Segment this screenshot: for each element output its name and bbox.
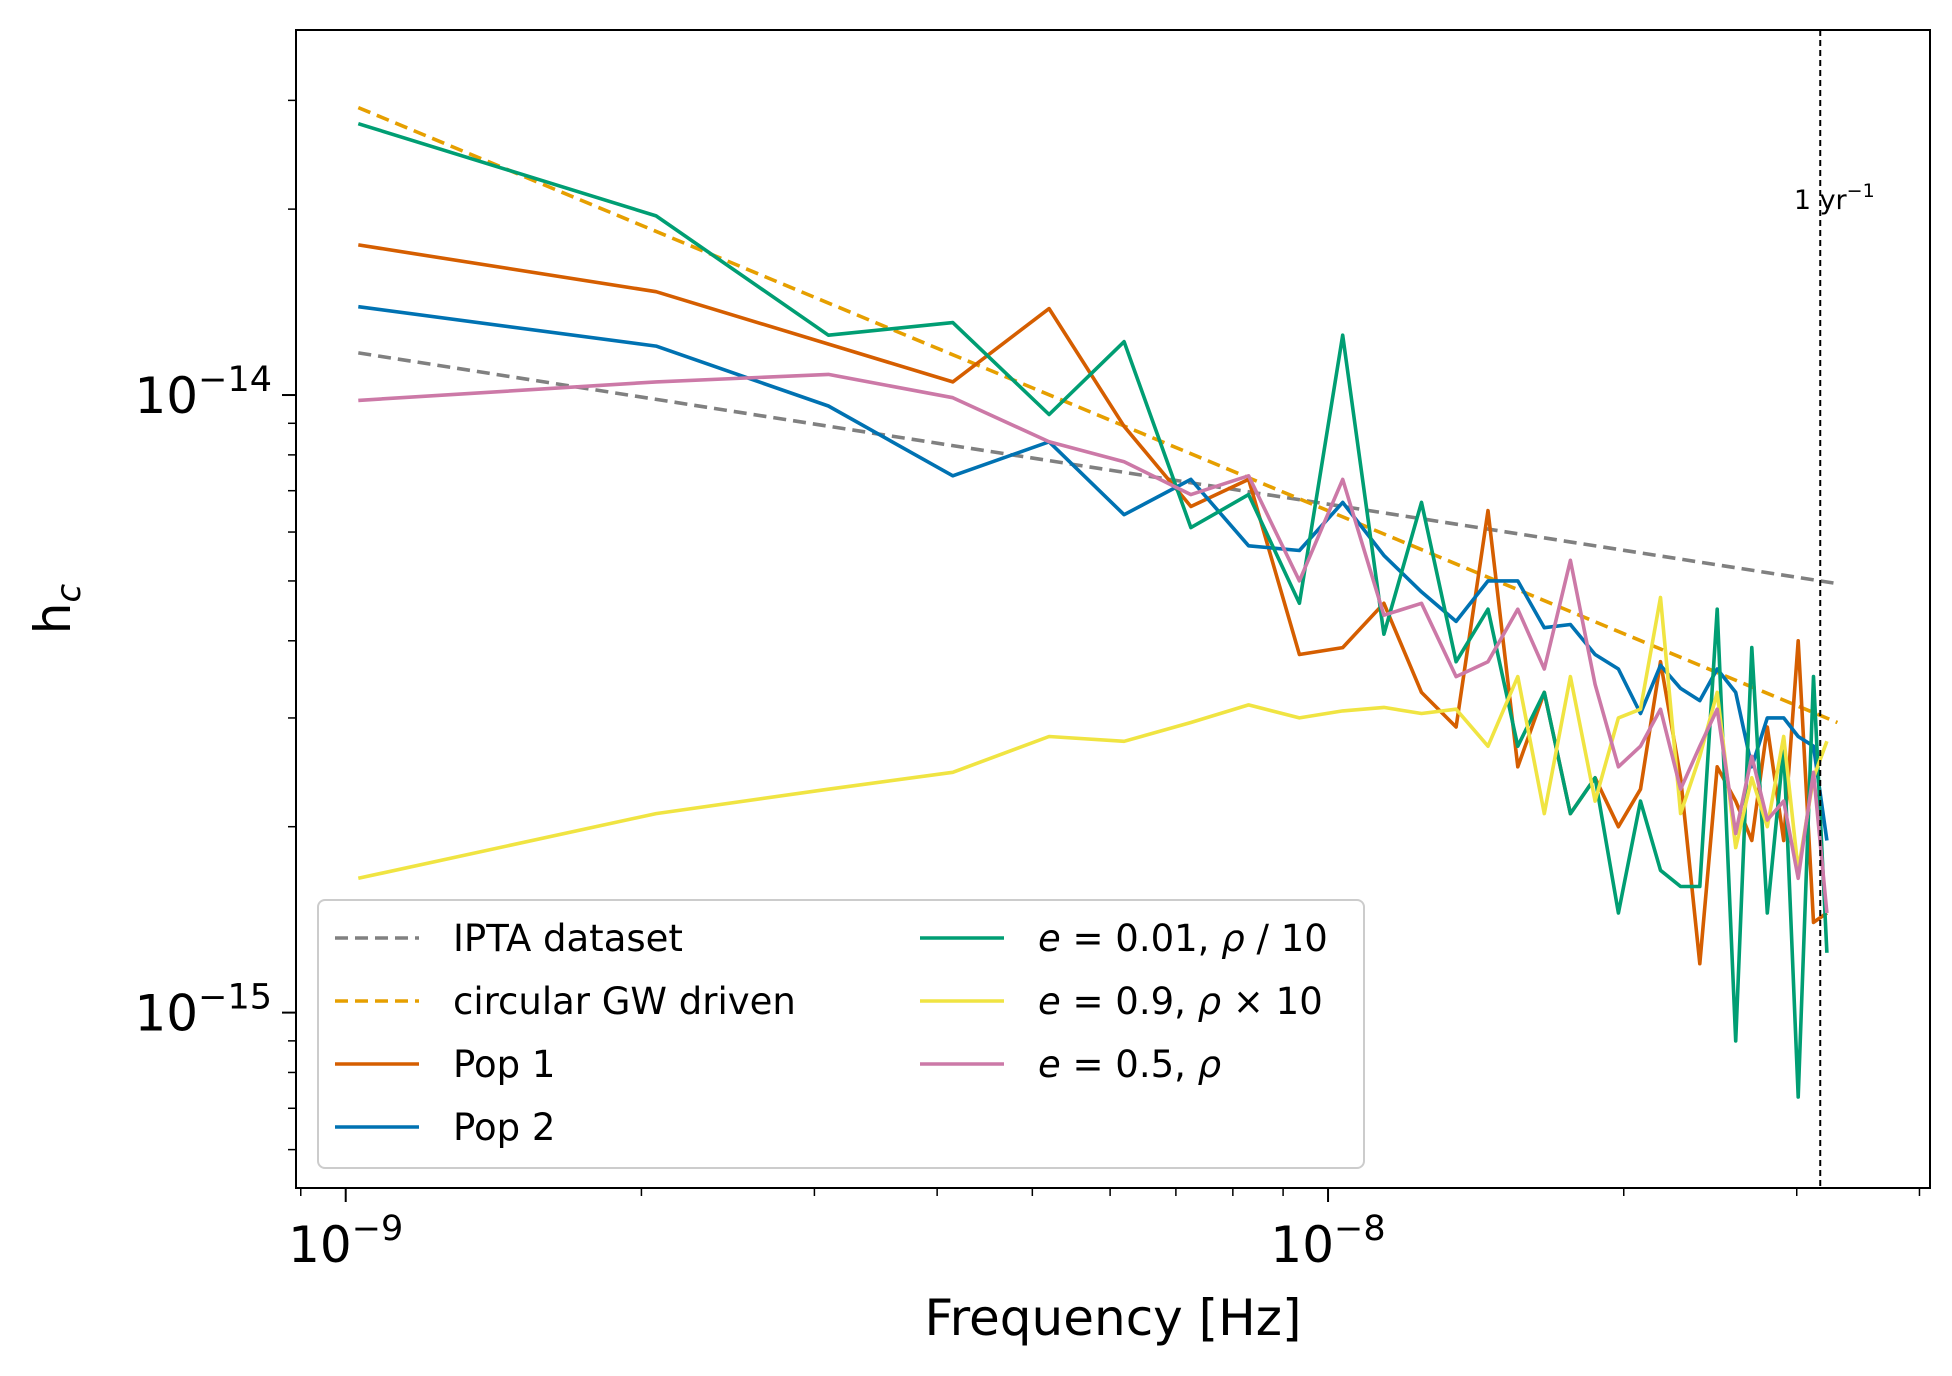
- legend-label: circular GW driven: [453, 980, 796, 1023]
- series-line-e-0-5: [358, 372, 1829, 914]
- x-axis-label: Frequency [Hz]: [924, 1289, 1301, 1347]
- legend-label: IPTA dataset: [453, 917, 683, 960]
- one-year-marker-label: 1 yr−1: [1794, 180, 1875, 216]
- series-line-circular-gw-driven: [357, 105, 1839, 725]
- minor-ticks: [288, 99, 1921, 1196]
- major-ticks: [282, 394, 1330, 1202]
- vline-layer: 1 yr−1: [1794, 30, 1875, 1188]
- legend-label: e = 0.9, ρ × 10: [1038, 980, 1323, 1023]
- y-axis-label: hc: [24, 584, 89, 635]
- series-line-e-0-01-10: [357, 121, 1829, 1099]
- series-layer: [357, 105, 1839, 1099]
- legend-box: [317, 899, 1365, 1169]
- y-tick-label: 10−14: [135, 360, 273, 425]
- legend: IPTA dataset circular GW driven Pop 1 Pop 2…: [317, 899, 1365, 1169]
- series-line-e-0-9-10: [357, 595, 1829, 881]
- series-line-pop-2: [358, 304, 1829, 841]
- legend-label: Pop 2: [453, 1106, 555, 1149]
- tick-labels: 10−9 10−8 10−15 10−14: [135, 360, 1386, 1274]
- x-tick-label: 10−9: [288, 1209, 403, 1274]
- y-tick-label: 10−15: [135, 978, 273, 1043]
- legend-label: e = 0.5, ρ: [1038, 1043, 1222, 1086]
- x-tick-label: 10−8: [1270, 1209, 1385, 1274]
- plot-frame: [295, 29, 1931, 1189]
- legend-label: Pop 1: [453, 1043, 555, 1086]
- legend-label: e = 0.01, ρ / 10: [1038, 917, 1328, 960]
- series-line-ipta-dataset: [358, 351, 1838, 586]
